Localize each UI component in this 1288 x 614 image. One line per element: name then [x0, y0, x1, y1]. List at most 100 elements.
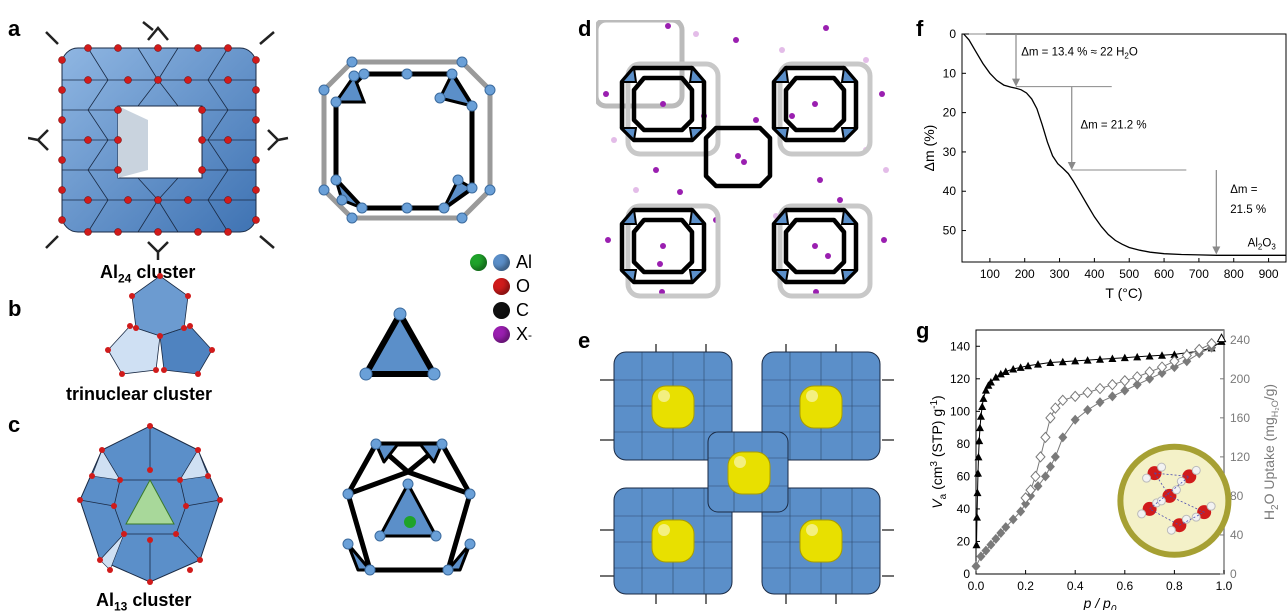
n2-adsorption-point — [1133, 352, 1142, 361]
sorption-y-tick-label: 100 — [950, 404, 970, 418]
n2-adsorption-point — [991, 373, 1000, 381]
water-hydrogen-atom — [1191, 512, 1201, 522]
tga-x-tick-label: 500 — [1119, 267, 1139, 281]
al13-caption: Al13 cluster — [96, 590, 191, 614]
sorption-x-axis-label-main: p / p — [1083, 595, 1111, 610]
tga-y-tick-label: 20 — [943, 106, 957, 120]
al24-caption-sub: 24 — [118, 271, 132, 286]
tga-annotation-1-tail: O — [1129, 47, 1138, 59]
n2-adsorption-point — [973, 488, 982, 497]
h2o-desorption-point — [1094, 382, 1106, 395]
h2o-desorption-point — [1070, 390, 1081, 403]
sorption-y2-tick-label: 120 — [1230, 450, 1250, 464]
h2o-adsorption-point — [1095, 397, 1105, 408]
h2o-adsorption-point — [991, 533, 1001, 544]
sorption-y2-axis-label-sub2: H₂O — [1270, 400, 1280, 417]
legend-label-x-sup: - — [528, 327, 533, 342]
panel-label-d: d — [578, 16, 592, 41]
n2-adsorption-point — [1120, 353, 1129, 362]
panel-label-g: g — [916, 318, 930, 343]
legend-label-c: C — [516, 300, 529, 320]
h2o-desorption-point — [1169, 355, 1180, 367]
h2o-desorption-point — [1020, 492, 1031, 504]
panel-label-f: f — [916, 16, 924, 41]
tga-step-arrow-head — [1012, 78, 1020, 87]
h2o-desorption-point — [1144, 366, 1155, 378]
n2-adsorption-point — [1096, 355, 1104, 363]
h2o-adsorption-point — [1021, 498, 1031, 509]
water-hydrogen-atom — [1206, 501, 1216, 511]
legend-row-o: O — [493, 276, 530, 297]
al13-caption-sub: 13 — [114, 599, 128, 614]
legend-row-c: C — [493, 300, 529, 321]
tga-x-tick-label: 800 — [1224, 267, 1244, 281]
h2o-adsorption-point — [1083, 405, 1093, 416]
h2o-adsorption-point — [1182, 356, 1192, 367]
tga-y-tick-label: 10 — [943, 66, 957, 80]
sorption-y-tick-label: 80 — [957, 437, 971, 451]
panel-label-b: b — [8, 296, 22, 321]
water-hydrogen-atom — [1181, 514, 1191, 524]
h2o-desorption-point — [1040, 431, 1051, 444]
sorption-x-tick-label: 0.0 — [968, 579, 985, 593]
al13-caption-suffix: cluster — [127, 590, 192, 610]
n2-adsorption-point — [996, 369, 1005, 378]
sorption-x-tick-label: 0.6 — [1116, 579, 1133, 593]
n2-adsorption-point — [1071, 356, 1080, 365]
sorption-y-axis-label-end: ) — [929, 395, 945, 400]
h2o-desorption-point — [1025, 484, 1036, 496]
al24-skeleton-view — [318, 56, 496, 224]
h2o-desorption-point — [1045, 412, 1056, 424]
sorption-y-axis-label-sup2: -1 — [929, 400, 940, 409]
n2-adsorption-point — [972, 513, 981, 521]
sorption-y-tick-label: 0 — [963, 567, 970, 581]
packing-skeleton-view — [596, 20, 889, 299]
tga-y-tick-label: 50 — [943, 224, 957, 238]
h2o-adsorption-point — [1132, 379, 1142, 390]
tga-step-arrow-head — [1067, 162, 1076, 171]
h2o-desorption-point — [1206, 337, 1217, 350]
n2-adsorption-point — [1058, 357, 1067, 366]
tga-y-tick-label: 40 — [943, 184, 957, 198]
tga-annotation-residue: Al2O3 — [1248, 237, 1277, 251]
water-hydrogen-atom — [1176, 476, 1186, 486]
tga-y-tick-label: 30 — [943, 145, 957, 159]
sorption-y2-axis-label-main: H — [1261, 510, 1277, 520]
al13-caption-main: Al — [96, 590, 114, 610]
sorption-y-tick-label: 140 — [950, 339, 970, 353]
sorption-x-axis-label: p / p0 — [1083, 595, 1117, 610]
h2o-adsorption-point — [981, 545, 991, 556]
trinuclear-caption: trinuclear cluster — [66, 384, 213, 404]
n2-adsorption-point — [1001, 367, 1010, 375]
blue-atom-icon — [493, 254, 510, 271]
n2-adsorption-point — [1108, 354, 1117, 362]
n2-adsorption-point — [1034, 360, 1042, 368]
n2-adsorption-point — [1016, 363, 1025, 371]
n2-adsorption-point — [975, 436, 984, 445]
water-hydrogen-atom — [1157, 462, 1167, 472]
n2-desorption-point — [1216, 333, 1227, 343]
n2-adsorption-point — [973, 469, 982, 477]
sorption-y-axis-label-sup: 3 — [929, 461, 940, 467]
al24-caption-suffix: cluster — [131, 262, 196, 282]
black-atom-icon — [493, 302, 510, 319]
tga-x-axis-label: T (°C) — [1105, 285, 1142, 301]
h2o-desorption-point — [1132, 371, 1143, 383]
tga-annotation-residue-main: Al — [1248, 237, 1258, 249]
tga-annotation-residue-sub: 2 — [1258, 242, 1263, 251]
water-hydrogen-atom — [1166, 525, 1176, 535]
n2-adsorption-point — [1158, 351, 1166, 359]
n2-adsorption-point — [986, 378, 995, 386]
sorption-y-axis-label-sub: a — [938, 493, 949, 499]
h2o-adsorption-point — [971, 561, 981, 572]
sorption-y-axis-label: Va (cm3 (STP) g-1) — [929, 395, 949, 508]
h2o-adsorption-point — [1008, 514, 1018, 525]
sorption-x-tick-label: 1.0 — [1216, 579, 1233, 593]
al24-caption: Al24 cluster — [100, 262, 195, 286]
sorption-x-tick-label: 0.2 — [1017, 579, 1034, 593]
hydrogen-bond-network — [1148, 472, 1206, 526]
n2-adsorption-point — [1083, 356, 1092, 364]
sorption-y2-axis-label-end: /g) — [1261, 384, 1277, 400]
tga-annotation-residue-sub2: 3 — [1271, 242, 1276, 251]
legend-label-al: Al — [516, 252, 533, 272]
